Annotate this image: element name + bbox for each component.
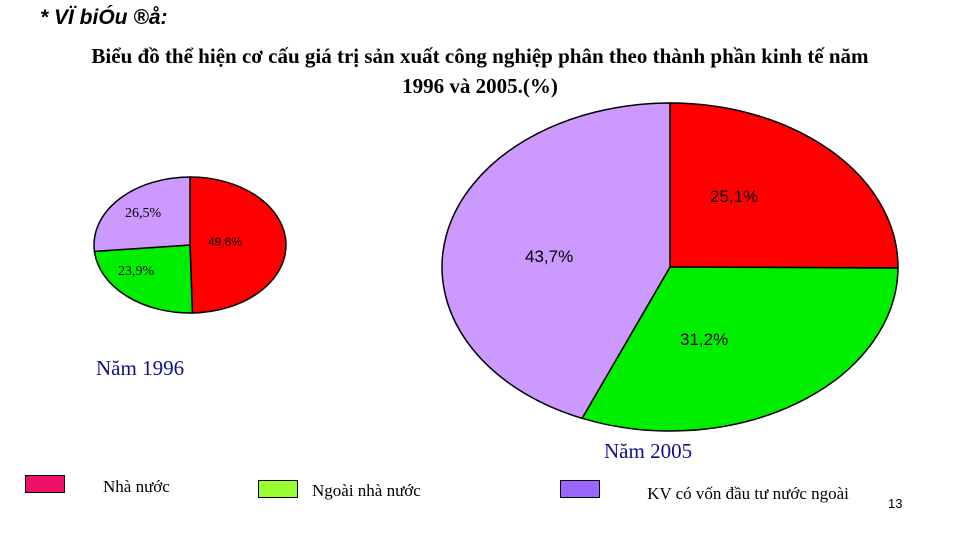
- legend-label-fdi: KV có vốn đầu tư nước ngoài: [647, 484, 849, 503]
- pie-1996-label-ngoai-nha-nuoc: 23,9%: [118, 264, 155, 279]
- pie-1996-label-fdi: 26,5%: [125, 206, 162, 221]
- pie-1996-label-nha-nuoc: 49,6%: [208, 235, 242, 249]
- pie-2005-slice-fdi: [441, 102, 671, 420]
- page-number: 13: [888, 496, 903, 511]
- chart-title-line-2: 1996 và 2005.(%): [402, 74, 558, 98]
- legend-swatch-nha-nuoc: [25, 475, 65, 493]
- pie-1996-caption: Năm 1996: [96, 356, 185, 380]
- legend-label-nha-nuoc: Nhà nước: [103, 477, 170, 496]
- pie-2005-label-ngoai-nha-nuoc: 31,2%: [680, 330, 728, 349]
- chart-title-line-1: Biểu đồ thể hiện cơ cấu giá trị sản xuất…: [91, 44, 869, 68]
- legend-swatch-ngoai-nha-nuoc: [258, 480, 298, 498]
- pie-1996-slice-ngoai-nha-nuoc: [93, 244, 194, 314]
- pie-1996-slice-fdi: [93, 176, 191, 253]
- legend-label-ngoai-nha-nuoc: Ngoài nhà nước: [312, 481, 421, 500]
- legend-swatch-fdi: [560, 480, 600, 498]
- pie-2005-slice-nha-nuoc: [669, 102, 899, 269]
- slide-heading: * VÏ biÓu ®å:: [40, 6, 168, 29]
- pie-2005-label-fdi: 43,7%: [525, 247, 573, 266]
- pie-2005-slice-ngoai-nha-nuoc: [580, 266, 899, 432]
- pie-1996-slice-nha-nuoc: [189, 176, 287, 314]
- pie-2005-label-nha-nuoc: 25,1%: [710, 187, 758, 206]
- pie-2005-caption: Năm 2005: [604, 439, 693, 463]
